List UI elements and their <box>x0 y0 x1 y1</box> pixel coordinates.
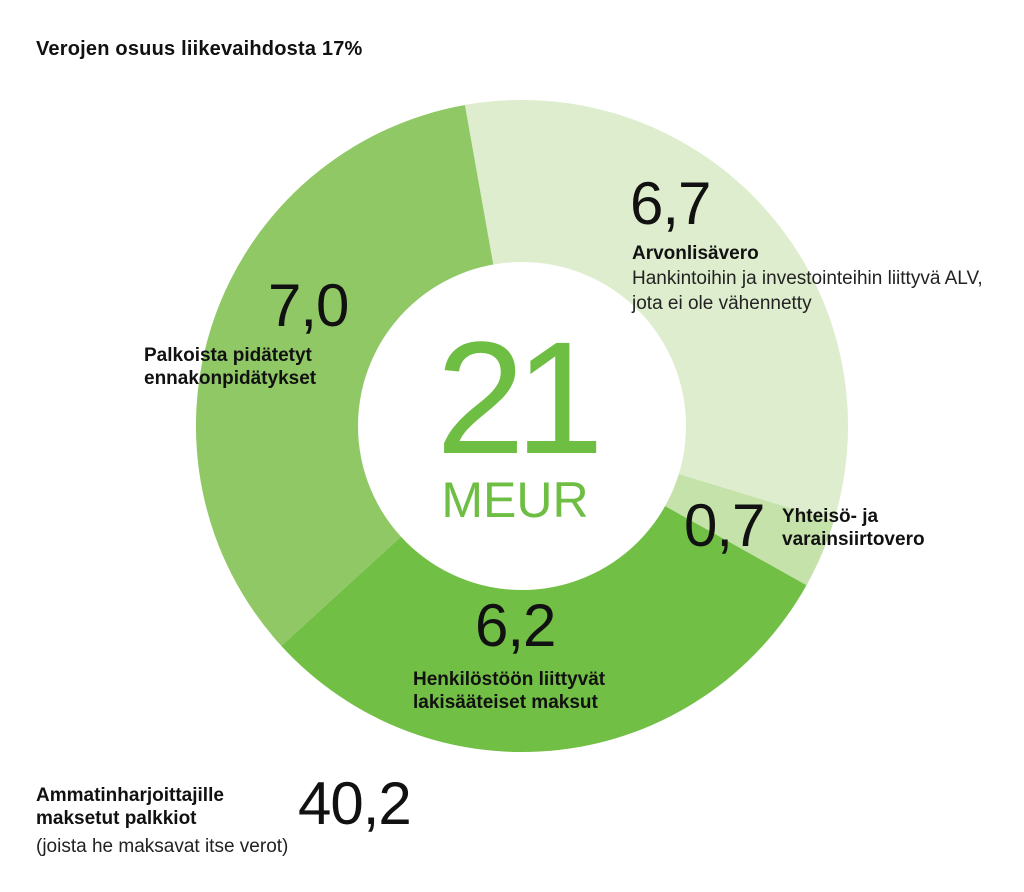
extra-note: (joista he maksavat itse verot) <box>36 836 289 857</box>
extra-label-line1: Ammatinharjoittajille <box>36 785 224 806</box>
slice-value-arvonlisavero: 6,7 <box>630 170 711 237</box>
slice-value-ennakonpidatykset: 7,0 <box>268 272 349 339</box>
donut-slice-3 <box>195 105 522 646</box>
slice-label-ennakonpidatykset: Palkoista pidätetyt ennakonpidätykset <box>144 345 317 389</box>
extra-label-line2: maksetut palkkiot <box>36 808 197 829</box>
center-total-unit: MEUR <box>441 472 589 528</box>
donut-hole <box>358 262 686 590</box>
center-total-value: 21 <box>436 308 604 487</box>
slice-label-yhteisovero: Yhteisö- ja varainsiirtovero <box>782 506 925 550</box>
donut-slice-2 <box>281 426 807 753</box>
chart-title: Verojen osuus liikevaihdosta 17% <box>36 38 363 60</box>
slice-label-henkilostomaksut: Henkilöstöön liittyvät lakisääteiset mak… <box>413 669 606 713</box>
slice-label-arvonlisavero: Arvonlisävero <box>632 243 759 264</box>
slice-value-yhteisovero: 0,7 <box>684 492 765 559</box>
slice-description-arvonlisavero: Hankintoihin ja investointeihin liittyvä… <box>632 268 983 314</box>
extra-value: 40,2 <box>298 770 412 837</box>
slice-value-henkilostomaksut: 6,2 <box>475 592 556 659</box>
